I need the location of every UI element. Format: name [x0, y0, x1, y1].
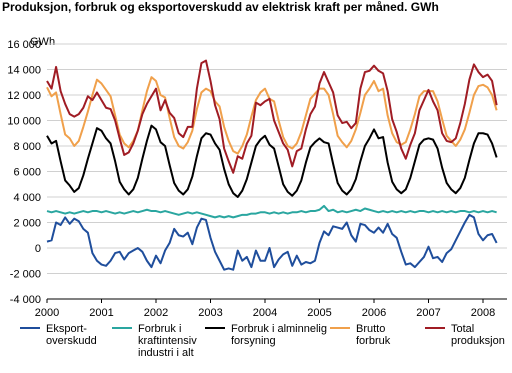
series-line: [46, 213, 498, 271]
y-tick-label: 4 000: [13, 192, 41, 204]
x-tick-label: 2001: [89, 307, 113, 319]
legend-label: Total produksjon: [451, 323, 505, 347]
legend-label: Brutto forbruk: [356, 323, 391, 347]
x-tick-label: 2003: [198, 307, 222, 319]
x-tick-label: 2000: [35, 307, 59, 319]
series-line: [46, 124, 498, 198]
x-tick-label: 2007: [416, 307, 440, 319]
y-tick-label: 16 000: [7, 39, 41, 51]
y-tick-label: 12 000: [7, 90, 41, 102]
x-tick-label: 2004: [253, 307, 277, 319]
y-tick-label: -2 000: [10, 269, 41, 281]
series-line: [46, 76, 498, 155]
x-tick-label: 2006: [362, 307, 386, 319]
legend-label: Forbruk i alminnelig forsyning: [231, 323, 327, 347]
y-tick-label: 10 000: [7, 116, 41, 128]
y-axis-unit: GWh: [30, 36, 55, 48]
legend-label: Forbruk i kraftintensiv industri i alt: [138, 323, 197, 359]
y-tick-label: 0: [35, 243, 41, 255]
chart-title: Produksjon, forbruk og eksportoverskudd …: [2, 0, 439, 14]
legend-label: Eksport-overskudd: [46, 323, 97, 347]
x-tick-label: 2002: [144, 307, 168, 319]
y-tick-label: 6 000: [13, 167, 41, 179]
y-tick-label: 14 000: [7, 65, 41, 77]
x-tick-label: 2008: [471, 307, 495, 319]
y-tick-label: -4 000: [10, 294, 41, 306]
y-tick-label: 2 000: [13, 218, 41, 230]
series-line: [46, 204, 497, 219]
x-tick-label: 2005: [307, 307, 331, 319]
y-tick-label: 8 000: [13, 141, 41, 153]
series-line: [46, 59, 498, 174]
